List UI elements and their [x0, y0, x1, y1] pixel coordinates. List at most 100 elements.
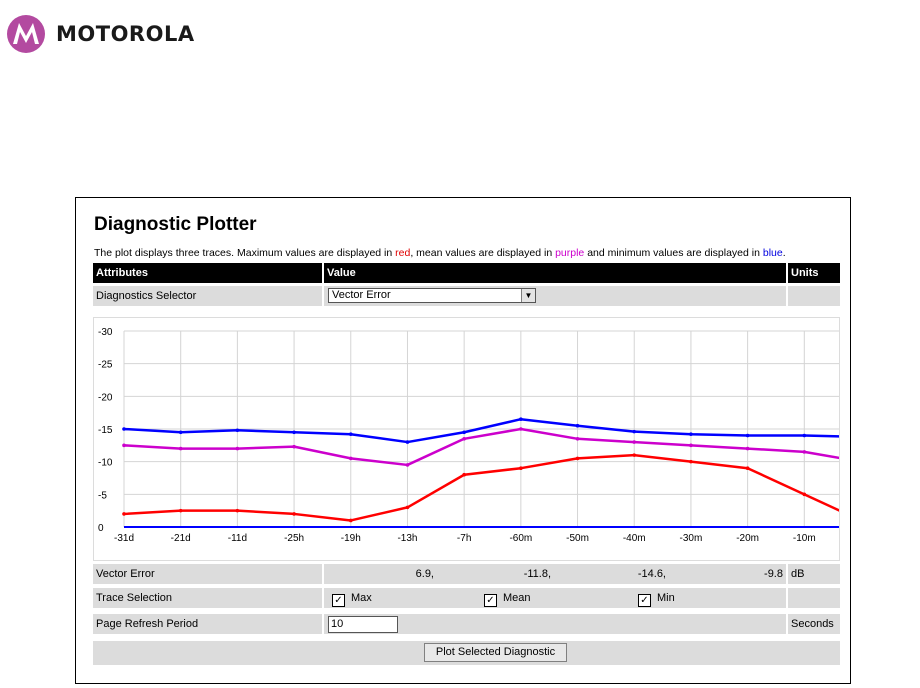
page-title: Diagnostic Plotter [94, 214, 257, 235]
series-mean-point [802, 450, 807, 454]
series-max-point [745, 466, 750, 470]
description-red: red [395, 247, 411, 259]
refresh-period-input[interactable]: 10 [328, 616, 398, 633]
y-tick-label: 0 [98, 523, 104, 534]
series-max-point [292, 512, 296, 516]
selector-label: Diagnostics Selector [93, 286, 322, 306]
table-header: Attributes Value Units [93, 263, 840, 283]
series-max-point [235, 508, 240, 513]
refresh-period-row: Page Refresh Period 10 Seconds [93, 614, 840, 634]
y-tick-label: -15 [98, 425, 113, 436]
series-min-point [405, 440, 410, 444]
series-min-point [348, 432, 353, 437]
description-text: , mean values are displayed in [410, 247, 556, 259]
series-min-point [462, 430, 466, 435]
x-tick-label: -25h [284, 533, 304, 544]
series-mean-point [178, 446, 183, 451]
header-value: Value [324, 263, 786, 283]
selector-value: Vector Error [332, 289, 391, 301]
plot-selected-diagnostic-button[interactable]: Plot Selected Diagnostic [424, 643, 567, 662]
min-label: Min [657, 592, 675, 604]
series-min-point [689, 432, 693, 437]
series-min-point [292, 430, 296, 435]
x-tick-label: -60m [509, 533, 532, 544]
header-units: Units [788, 263, 840, 283]
checkmark-icon[interactable]: ✓ [332, 594, 345, 607]
mean-checkbox[interactable]: ✓ Mean [484, 591, 531, 607]
x-tick-label: -40m [623, 533, 646, 544]
series-max-point [802, 492, 807, 497]
y-tick-label: -5 [98, 490, 107, 501]
description-blue: blue [762, 247, 783, 259]
description-text: and minimum values are displayed in [584, 247, 763, 259]
series-min-point [632, 429, 637, 434]
vector-error-values: 6.9, -11.8, -14.6, -9.8 [324, 564, 786, 584]
series-min-point [122, 427, 126, 431]
min-checkbox[interactable]: ✓ Min [638, 591, 675, 607]
selector-cell: Vector Error ▼ [324, 286, 786, 306]
x-tick-label: -19h [341, 533, 361, 544]
motorola-batwing-icon [7, 15, 45, 53]
series-max-point [348, 518, 353, 523]
series-max-point [405, 505, 410, 510]
x-tick-label: -20m [736, 533, 759, 544]
chevron-down-icon[interactable]: ▼ [521, 289, 535, 302]
x-tick-label: -13h [397, 533, 417, 544]
description-text: . [782, 247, 786, 259]
trace-selection-label: Trace Selection [93, 588, 322, 608]
series-max-point [462, 472, 466, 477]
vector-error-label: Vector Error [93, 564, 322, 584]
diagnostic-chart: -31d -21d -11d -25h -19h -13h -7h -60m -50m -40m -… [98, 327, 868, 544]
series-max-point [122, 512, 126, 516]
trace-selection-cell: ✓ Max ✓ Mean ✓ Min [324, 588, 786, 608]
y-tick-label: -25 [98, 360, 113, 371]
y-tick-label: -20 [98, 392, 113, 403]
series-max-point [632, 453, 637, 457]
series-mean-point [405, 463, 410, 467]
series-max-point [575, 456, 580, 461]
series-mean-point [519, 427, 523, 431]
series-min-point [745, 433, 750, 438]
x-tick-label: -10m [793, 533, 816, 544]
vector-error-row: Vector Error 6.9, -11.8, -14.6, -9.8 dB [93, 564, 840, 584]
x-tick-label: -7h [457, 533, 471, 544]
vector-error-value: -9.8 [764, 568, 783, 580]
series-mean-line [123, 427, 862, 467]
diagnostic-plotter-panel: Diagnostic Plotter The plot displays thr… [75, 197, 868, 684]
y-tick-label: -30 [98, 327, 113, 338]
series-mean-point [462, 437, 466, 441]
description-purple: purple [555, 247, 585, 259]
header-attributes: Attributes [93, 263, 322, 283]
checkmark-icon[interactable]: ✓ [484, 594, 497, 607]
x-tick-label: -11d [228, 533, 247, 544]
plot-description: The plot displays three traces. Maximum … [94, 247, 786, 259]
series-min-point [178, 430, 183, 435]
x-tick-label: -31d [114, 533, 134, 544]
checkmark-icon[interactable]: ✓ [638, 594, 651, 607]
series-mean-point [348, 456, 353, 461]
selector-row: Diagnostics Selector Vector Error ▼ [93, 286, 840, 306]
selector-units [788, 286, 840, 306]
series-min-point [575, 423, 580, 428]
action-row: Plot Selected Diagnostic [93, 641, 840, 665]
vector-error-value: 6.9, [415, 568, 434, 580]
brand-name: MOTOROLA [56, 22, 195, 46]
series-min-point [235, 428, 240, 433]
vector-error-value: -11.8, [523, 568, 551, 580]
x-tick-label: -50m [566, 533, 589, 544]
series-mean-point [122, 443, 126, 448]
diagnostics-selector-dropdown[interactable]: Vector Error ▼ [328, 288, 536, 303]
series-mean-point [575, 437, 580, 441]
series-max-point [519, 466, 523, 470]
series-min-line [123, 417, 862, 444]
max-checkbox[interactable]: ✓ Max [332, 591, 372, 607]
series-mean-point [292, 444, 296, 449]
series-mean-point [689, 443, 693, 448]
vector-error-unit: dB [788, 564, 840, 584]
motorola-logo: MOTOROLA [6, 14, 195, 54]
series-mean-point [745, 446, 750, 451]
trace-selection-row: Trace Selection ✓ Max ✓ Mean ✓ Min [93, 588, 840, 608]
series-max-point [689, 459, 693, 464]
refresh-period-unit: Seconds [788, 614, 840, 634]
x-tick-label: -21d [171, 533, 191, 544]
